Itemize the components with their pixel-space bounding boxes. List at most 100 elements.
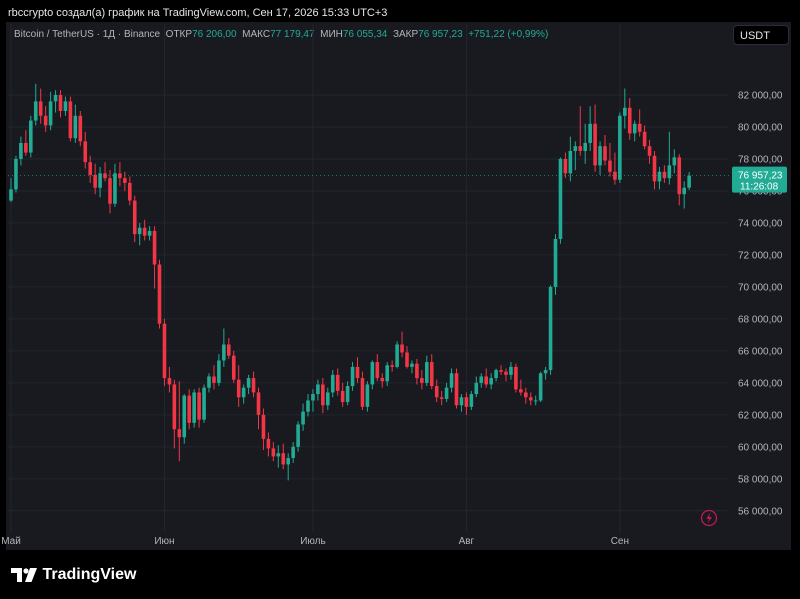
candle-body (623, 107, 627, 116)
candle (286, 453, 290, 481)
candle (197, 387, 201, 428)
candle-body (677, 157, 682, 195)
candle-body (489, 378, 493, 385)
candle-body (152, 230, 157, 265)
candle-body (652, 155, 657, 182)
candle (642, 125, 647, 150)
candle-body (603, 146, 607, 161)
candle-body (642, 131, 647, 147)
y-tick-label: 58 000,00 (738, 474, 783, 485)
candle (528, 392, 533, 406)
candle (563, 152, 568, 179)
candle-body (108, 178, 112, 204)
candle (19, 136, 23, 166)
currency-button[interactable]: USDT (733, 25, 789, 45)
candle-body (177, 429, 182, 438)
y-tick-label: 78 000,00 (738, 154, 783, 165)
candle-body (326, 392, 330, 406)
candle-body (207, 376, 211, 388)
candle-body (682, 187, 686, 195)
candle-body (548, 286, 553, 371)
candle-body (380, 378, 385, 382)
candle (256, 387, 261, 430)
candle (652, 150, 657, 190)
candle-body (162, 323, 167, 379)
candle (241, 384, 246, 404)
candle-body (519, 389, 523, 393)
candle (187, 389, 191, 430)
candle-body (499, 370, 503, 372)
candle-body (217, 360, 221, 383)
candle (370, 360, 375, 390)
candle (548, 285, 553, 375)
candle-body (88, 162, 92, 175)
candle-body (583, 142, 587, 151)
candle (113, 163, 117, 207)
candle (118, 162, 122, 187)
candle (68, 96, 73, 142)
candle (192, 389, 196, 428)
candle-body (236, 379, 241, 398)
candle-body (33, 101, 38, 121)
candle (38, 88, 43, 124)
candle (499, 365, 503, 375)
candle (222, 328, 226, 367)
candle-body (296, 424, 300, 447)
candle-body (637, 123, 642, 132)
candle-body (593, 123, 597, 166)
candle (405, 346, 409, 369)
candle-body (365, 384, 370, 407)
candle (360, 371, 365, 411)
candle (251, 371, 256, 398)
countdown-timer: 11:26:08 (740, 182, 779, 193)
candle (425, 355, 429, 387)
y-tick-label: 68 000,00 (738, 314, 783, 325)
candle-body (360, 378, 365, 407)
candle (444, 382, 449, 403)
candle-body (222, 344, 226, 361)
candle (415, 358, 419, 385)
candle (48, 91, 53, 131)
candle-body (271, 448, 276, 457)
footer-brand-name: TradingView (42, 566, 137, 583)
candle (588, 106, 592, 151)
candle (128, 176, 132, 206)
candle-body (395, 344, 399, 367)
candle (53, 90, 58, 113)
candle-body (385, 365, 389, 382)
candle (410, 360, 414, 374)
candle-body (509, 366, 513, 375)
chart-panel[interactable] (6, 22, 791, 550)
candle-body (524, 392, 528, 398)
lightning-icon[interactable] (700, 509, 718, 527)
candle-body (78, 115, 83, 142)
candle (157, 259, 162, 329)
x-tick-label: Авг (459, 536, 475, 547)
candle-body (588, 123, 592, 143)
candle (207, 373, 211, 393)
candle (345, 381, 350, 406)
candle (93, 163, 97, 195)
candle (682, 181, 686, 209)
candle (281, 443, 286, 470)
x-tick-label: Июн (154, 536, 174, 547)
candle-body (231, 355, 236, 380)
candle-body (415, 363, 419, 379)
candle-body (227, 344, 231, 356)
candle (301, 403, 305, 431)
candle (83, 131, 88, 169)
candle (202, 384, 206, 423)
y-tick-label: 82 000,00 (738, 90, 783, 101)
candle (380, 373, 385, 388)
symbol-label[interactable]: Bitcoin / TetherUS · 1Д · Binance (14, 29, 161, 40)
candle (474, 376, 479, 398)
candle-body (58, 94, 63, 111)
candle (78, 110, 83, 147)
candle-body (370, 362, 375, 385)
candle-body (157, 264, 162, 324)
candle (14, 155, 18, 193)
candle-body (132, 200, 137, 235)
y-tick-label: 70 000,00 (738, 282, 783, 293)
candle (598, 141, 602, 175)
